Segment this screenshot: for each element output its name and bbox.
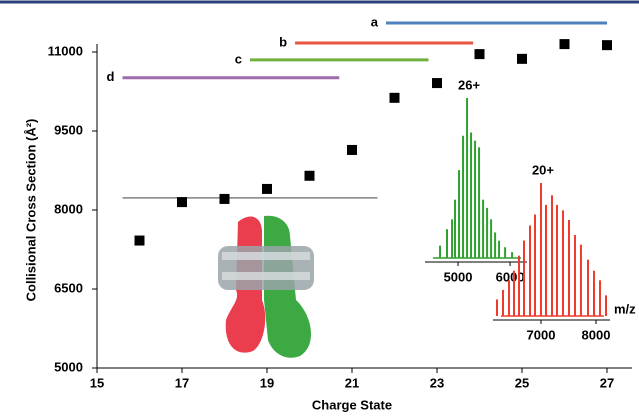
x-tick-label: 5000 [444, 269, 473, 284]
x-tick-label: 25 [515, 375, 529, 390]
range-label: c [235, 51, 242, 66]
x-tick-label: 8000 [582, 327, 611, 342]
y-tick-label: 8000 [54, 201, 83, 216]
figure: Collisional Cross Section (Å²) Charge St… [0, 0, 639, 416]
data-point [177, 197, 187, 207]
x-tick-label: 23 [430, 375, 444, 390]
range-label: a [371, 14, 379, 29]
data-point [262, 184, 272, 194]
x-tick-label: 6000 [496, 269, 525, 284]
data-point [390, 93, 400, 103]
y-tick-label: 9500 [54, 122, 83, 137]
y-tick-label: 11000 [48, 43, 83, 58]
peak-annotation: 26+ [458, 77, 480, 92]
data-point [305, 171, 315, 181]
x-tick-label: 15 [90, 375, 104, 390]
x-tick-label: 19 [260, 375, 274, 390]
data-point [517, 54, 527, 64]
y-axis-title: Collisional Cross Section (Å²) [23, 119, 38, 302]
data-point [347, 145, 357, 155]
x-tick-label: 7000 [527, 327, 556, 342]
data-point [135, 236, 145, 246]
data-point [475, 49, 485, 59]
data-point [602, 40, 612, 50]
peak-annotation: 20+ [532, 162, 554, 177]
data-point [432, 78, 442, 88]
range-label: d [107, 69, 115, 84]
data-point [220, 194, 230, 204]
x-axis-title: Charge State [312, 397, 392, 412]
y-tick-label: 5000 [54, 359, 83, 374]
x-axis-title: m/z [614, 301, 636, 316]
range-label: b [279, 34, 287, 49]
y-tick-label: 6500 [54, 280, 83, 295]
x-tick-label: 17 [175, 375, 189, 390]
x-tick-label: 21 [345, 375, 359, 390]
protein-structure [218, 216, 314, 358]
x-tick-label: 27 [600, 375, 614, 390]
data-point [560, 39, 570, 49]
